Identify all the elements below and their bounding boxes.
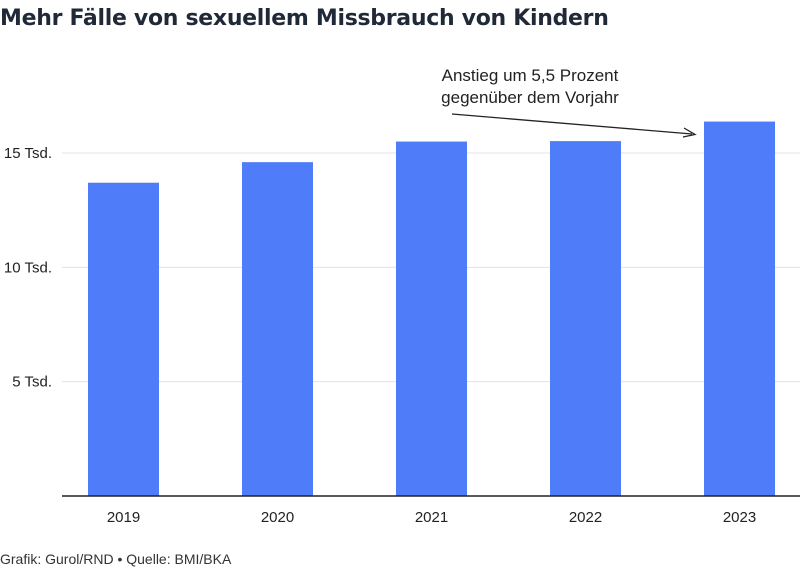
y-tick-label: 15 Tsd. <box>4 145 52 162</box>
bar-2023 <box>704 121 775 496</box>
bar-2022 <box>550 141 621 497</box>
y-tick-label: 10 Tsd. <box>4 259 52 276</box>
bar-2021 <box>396 141 467 497</box>
x-tick-labels: 2019 2020 2021 2022 2023 <box>107 509 756 526</box>
bar-2019 <box>88 182 159 496</box>
annotation-line-2: gegenüber dem Vorjahr <box>441 88 619 107</box>
chart-title: Mehr Fälle von sexuellem Missbrauch von … <box>0 6 609 31</box>
x-tick-label-2021: 2021 <box>415 509 448 526</box>
annotation-line-1: Anstieg um 5,5 Prozent <box>442 66 619 85</box>
source-credit: Grafik: Gurol/RND • Quelle: BMI/BKA <box>0 551 232 567</box>
x-tick-label-2023: 2023 <box>723 509 756 526</box>
annotation-arrowhead <box>682 127 697 138</box>
y-tick-label: 5 Tsd. <box>12 374 52 391</box>
bar-2020 <box>242 162 313 496</box>
y-tick-labels: 5 Tsd. 10 Tsd. 15 Tsd. <box>4 145 52 391</box>
x-tick-label-2019: 2019 <box>107 509 140 526</box>
x-tick-label-2022: 2022 <box>569 509 602 526</box>
annotation: Anstieg um 5,5 Prozent gegenüber dem Vor… <box>441 66 697 138</box>
x-tick-label-2020: 2020 <box>261 509 294 526</box>
annotation-arrow <box>451 113 693 135</box>
bar-layer <box>88 121 775 497</box>
